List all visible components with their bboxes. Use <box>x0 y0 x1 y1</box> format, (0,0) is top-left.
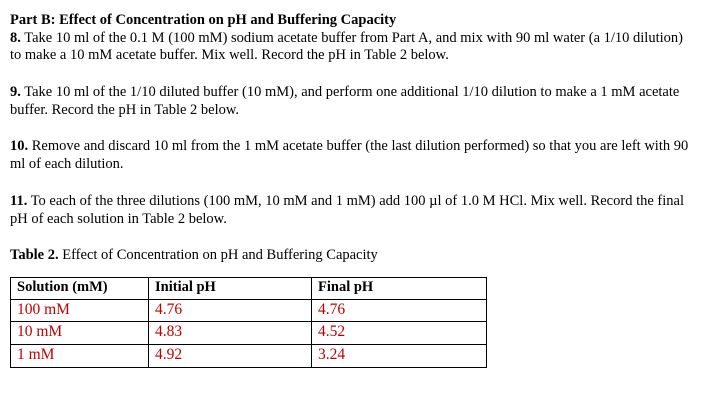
table-caption: Table 2. Effect of Concentration on pH a… <box>10 247 693 265</box>
col-header-solution: Solution (mM) <box>10 276 149 300</box>
step-9-number: 9. <box>10 84 21 101</box>
step-9-text: Take 10 ml of the 1/10 diluted buffer (1… <box>10 84 680 118</box>
results-table: Solution (mM) Initial pH Final pH 100 mM… <box>10 276 487 369</box>
table-row-10mM: 10 mM 4.83 4.52 <box>10 321 487 346</box>
step-11: 11. To each of the three dilutions (100 … <box>10 193 693 228</box>
table-caption-label: Table 2. <box>10 247 59 264</box>
results-table-body: 100 mM 4.76 4.76 10 mM 4.83 4.52 1 mM 4.… <box>10 298 487 369</box>
step-10-number: 10. <box>10 138 29 155</box>
step-11-number: 11. <box>10 192 28 209</box>
cell-solution-1mM: 1 mM <box>10 344 149 369</box>
step-8-text: Take 10 ml of the 0.1 M (100 mM) sodium … <box>10 29 683 64</box>
cell-solution-100mM: 100 mM <box>10 298 149 323</box>
cell-final-ph-10mM: 4.52 <box>311 321 487 346</box>
step-8: 8. Take 10 ml of the 0.1 M (100 mM) sodi… <box>10 30 693 65</box>
step-10: 10. Remove and discard 10 ml from the 1 … <box>10 138 693 173</box>
results-table-header: Solution (mM) Initial pH Final pH <box>10 276 487 300</box>
step-8-number: 8. <box>10 29 21 46</box>
table-header-row: Solution (mM) Initial pH Final pH <box>10 276 487 300</box>
table-row-100mM: 100 mM 4.76 4.76 <box>10 298 487 323</box>
section-heading: Part B: Effect of Concentration on pH an… <box>10 12 397 28</box>
step-10-text: Remove and discard 10 ml from the 1 mM a… <box>10 138 689 173</box>
cell-final-ph-100mM: 4.76 <box>311 298 487 323</box>
cell-final-ph-1mM: 3.24 <box>311 344 487 369</box>
cell-initial-ph-1mM: 4.92 <box>148 344 312 369</box>
cell-solution-10mM: 10 mM <box>10 321 149 346</box>
cell-initial-ph-10mM: 4.83 <box>148 321 312 346</box>
table-row-1mM: 1 mM 4.92 3.24 <box>10 344 487 369</box>
col-header-initial-ph: Initial pH <box>148 276 312 300</box>
col-header-final-ph: Final pH <box>311 276 487 300</box>
table-caption-text: Effect of Concentration on pH and Buffer… <box>58 247 378 264</box>
step-9: 9. Take 10 ml of the 1/10 diluted buffer… <box>10 84 693 119</box>
cell-initial-ph-100mM: 4.76 <box>148 298 312 323</box>
step-11-text: To each of the three dilutions (100 mM, … <box>10 192 684 227</box>
